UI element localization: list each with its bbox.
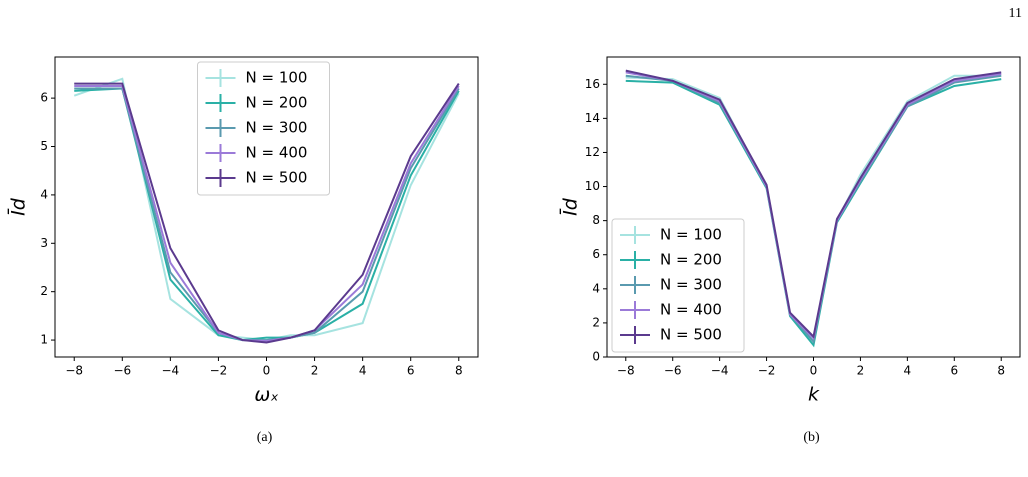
x-tick-label: −6 (113, 364, 131, 378)
y-tick-label: 4 (592, 281, 600, 295)
legend-label: N = 100 (246, 69, 308, 87)
x-tick-label: 2 (311, 364, 319, 378)
y-tick-label: 8 (592, 213, 600, 227)
y-axis-label: Īd (6, 197, 30, 216)
x-tick-label: −4 (711, 364, 729, 378)
caption: (b) (803, 430, 820, 445)
y-tick-label: 0 (592, 350, 600, 364)
x-axis-label: ωₓ (254, 384, 278, 406)
x-tick-label: −8 (617, 364, 635, 378)
x-tick-label: 6 (407, 364, 415, 378)
chart: 1 2 3 4 5 6 −8 −6 −4 −2 0 2 4 6 8 ωₓ Īd (a) N = 100 N = 200… (6, 56, 479, 445)
series-line (625, 78, 1002, 348)
y-tick-label: 1 (40, 333, 48, 347)
x-tick-label: −4 (162, 364, 180, 378)
plot-frame (606, 56, 1021, 358)
y-tick-label: 12 (585, 145, 600, 159)
series-line (74, 85, 460, 343)
chart: 0 2 4 6 8 10 12 14 16 −8 −6 −4 −2 0 2 4 6 8 k Īd (b) N = 100 N… (558, 56, 1021, 445)
x-tick-label: 0 (810, 364, 818, 378)
x-tick-label: −8 (65, 364, 83, 378)
y-tick-label: 10 (585, 179, 600, 193)
series-line (74, 82, 460, 344)
legend-label: N = 300 (246, 119, 308, 137)
legend-box (197, 61, 330, 196)
y-tick-label: 6 (40, 91, 48, 105)
plot-frame (54, 56, 479, 358)
x-tick-label: 2 (857, 364, 865, 378)
x-tick-label: 8 (455, 364, 463, 378)
series-line (625, 69, 1002, 339)
series-line (625, 71, 1002, 341)
legend-label: N = 200 (246, 94, 308, 112)
legend-label: N = 500 (660, 326, 722, 344)
y-tick-label: 3 (40, 236, 48, 250)
x-tick-label: 4 (359, 364, 367, 378)
legend-label: N = 300 (660, 276, 722, 294)
x-axis-label: k (808, 384, 820, 406)
legend-label: N = 100 (660, 226, 722, 244)
y-tick-label: 14 (585, 111, 600, 125)
x-tick-label: −2 (210, 364, 228, 378)
x-tick-label: 8 (997, 364, 1005, 378)
x-tick-label: −6 (664, 364, 682, 378)
legend-label: N = 400 (660, 301, 722, 319)
x-tick-label: 0 (263, 364, 271, 378)
y-axis-label: Īd (558, 197, 582, 216)
y-tick-label: 2 (592, 315, 600, 329)
legend-label: N = 500 (246, 169, 308, 187)
y-tick-label: 5 (40, 139, 48, 153)
legend-label: N = 200 (660, 251, 722, 269)
legend-label: N = 400 (246, 144, 308, 162)
x-tick-label: 6 (950, 364, 958, 378)
series-line (625, 74, 1002, 344)
y-tick-label: 16 (585, 77, 600, 91)
x-tick-label: −2 (758, 364, 776, 378)
y-tick-label: 2 (40, 284, 48, 298)
y-tick-label: 6 (592, 247, 600, 261)
page-number: 11 (1009, 6, 1022, 21)
series-line (74, 87, 460, 342)
y-tick-label: 4 (40, 187, 48, 201)
legend-box (611, 218, 745, 353)
x-tick-label: 4 (904, 364, 912, 378)
caption: (a) (257, 430, 273, 445)
